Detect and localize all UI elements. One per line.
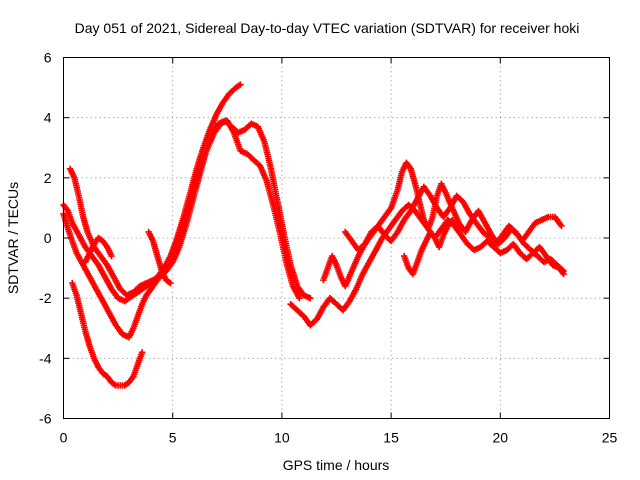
data-point bbox=[558, 222, 565, 230]
y-tick-label: 2 bbox=[44, 170, 52, 186]
x-tick-label: 25 bbox=[602, 430, 618, 446]
data-point bbox=[296, 294, 303, 302]
data-point bbox=[307, 294, 314, 302]
x-tick-label: 20 bbox=[493, 430, 509, 446]
axis-ticks: 0 5 10 15 20 25 -6 -4 -2 0 2 4 6 bbox=[39, 50, 617, 446]
series-track-10 bbox=[401, 216, 460, 278]
x-tick-label: 10 bbox=[274, 430, 290, 446]
x-tick-label: 15 bbox=[383, 430, 399, 446]
data-point bbox=[237, 81, 244, 88]
x-tick-label: 0 bbox=[60, 430, 68, 446]
x-axis-label: GPS time / hours bbox=[283, 457, 390, 473]
y-tick-label: 0 bbox=[44, 230, 52, 246]
y-tick-label: 6 bbox=[44, 50, 52, 66]
series-track-3 bbox=[60, 117, 303, 341]
grid bbox=[63, 57, 610, 419]
y-axis-label: SDTVAR / TECUs bbox=[5, 182, 21, 294]
y-tick-label: -4 bbox=[39, 350, 52, 366]
data-point bbox=[167, 279, 174, 287]
y-tick-label: 4 bbox=[44, 110, 52, 126]
series-track-9 bbox=[342, 159, 567, 275]
series-track-6 bbox=[145, 228, 174, 287]
series-track-5 bbox=[82, 234, 115, 266]
plot-frame bbox=[63, 57, 610, 419]
data-point bbox=[560, 267, 567, 275]
y-tick-label: -6 bbox=[39, 411, 52, 427]
data-markers bbox=[60, 81, 567, 389]
data-point bbox=[108, 252, 115, 260]
data-point bbox=[138, 349, 146, 356]
data-point bbox=[559, 266, 566, 274]
chart-title: Day 051 of 2021, Sidereal Day-to-day VTE… bbox=[75, 20, 580, 36]
series-track-4 bbox=[69, 279, 146, 389]
data-point bbox=[453, 225, 460, 233]
x-tick-label: 5 bbox=[169, 430, 177, 446]
y-tick-label: -2 bbox=[39, 290, 52, 306]
